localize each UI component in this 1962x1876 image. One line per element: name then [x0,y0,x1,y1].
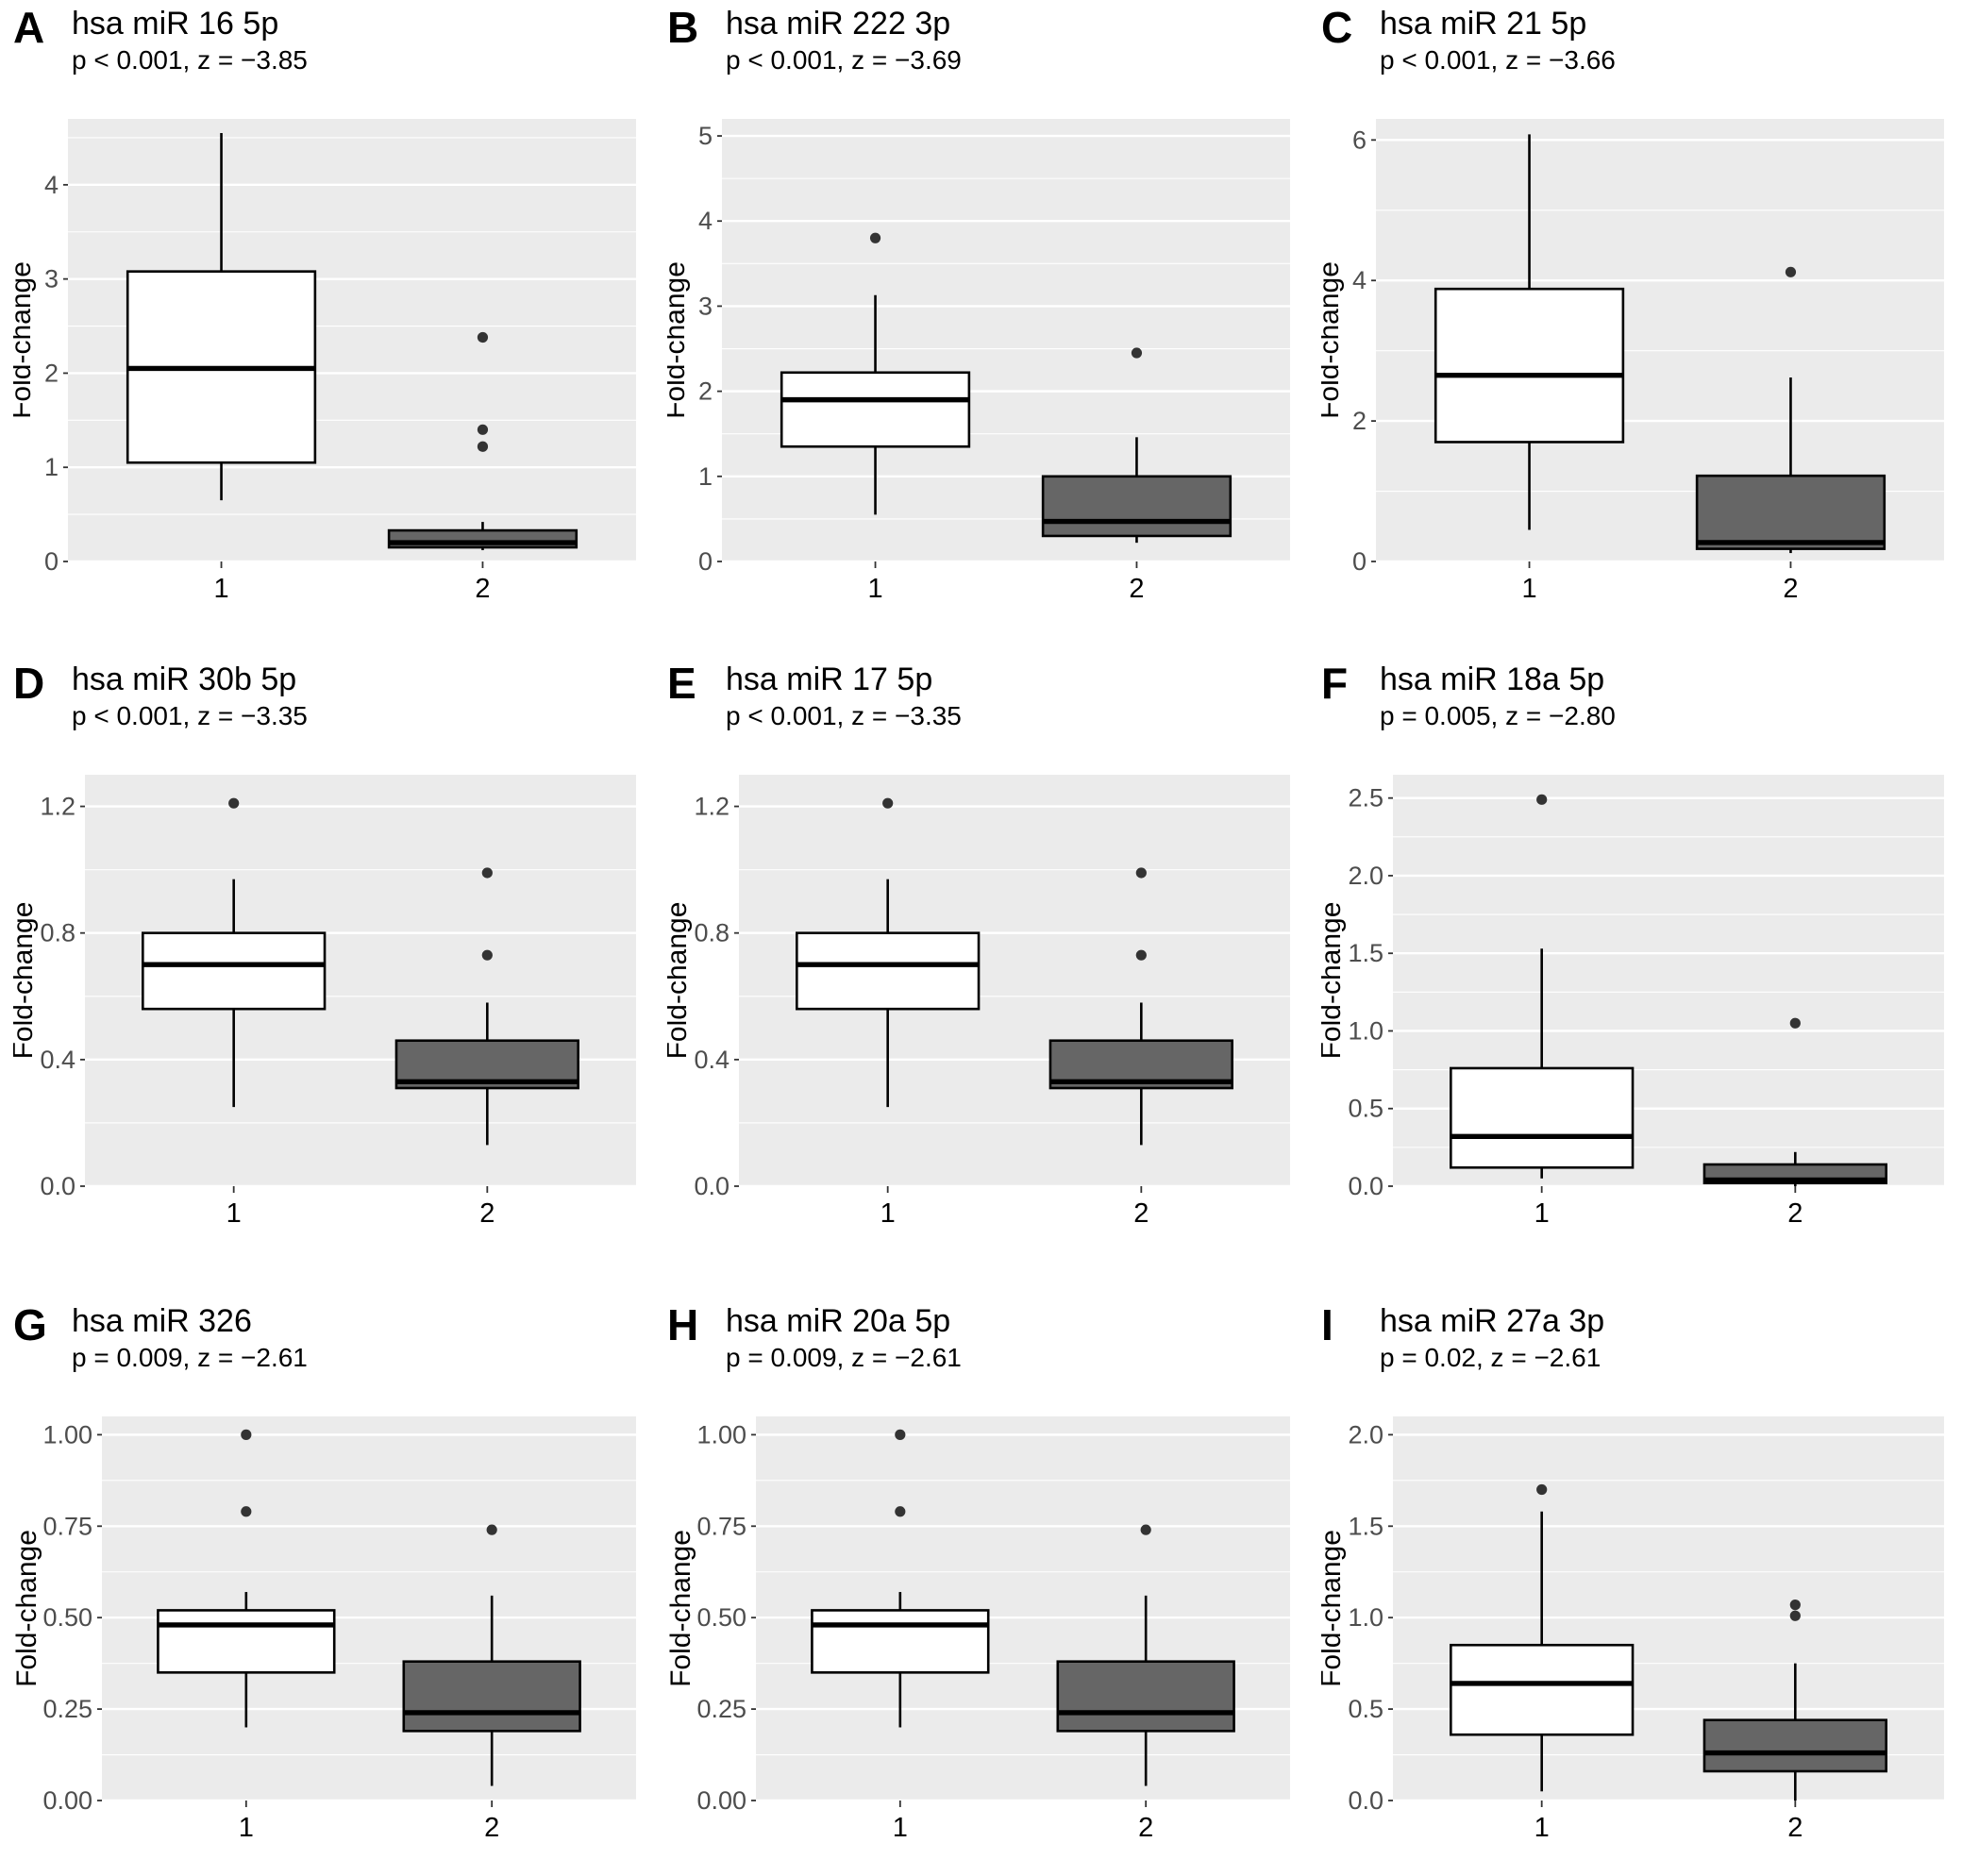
svg-text:2: 2 [475,574,490,604]
svg-text:3: 3 [698,292,713,320]
svg-text:2: 2 [1787,1813,1803,1843]
svg-text:0.50: 0.50 [42,1603,92,1632]
svg-text:0.0: 0.0 [1348,1786,1383,1815]
svg-text:1: 1 [44,453,59,481]
svg-text:1.00: 1.00 [42,1420,92,1449]
svg-text:2.0: 2.0 [1348,1420,1383,1449]
svg-text:4: 4 [1352,266,1367,294]
svg-text:1.5: 1.5 [1348,1512,1383,1540]
svg-text:0.25: 0.25 [42,1695,92,1723]
svg-text:4: 4 [698,207,713,235]
svg-text:0.0: 0.0 [40,1172,75,1200]
svg-text:3: 3 [44,265,59,293]
svg-text:1: 1 [893,1813,908,1843]
svg-text:2: 2 [1783,574,1798,604]
svg-text:0.4: 0.4 [694,1046,729,1074]
svg-text:0.25: 0.25 [696,1695,746,1723]
svg-text:2: 2 [479,1198,495,1229]
svg-text:1: 1 [213,574,228,604]
svg-text:1: 1 [226,1198,242,1229]
svg-text:0.50: 0.50 [696,1603,746,1632]
svg-text:0: 0 [44,547,59,576]
svg-text:Fold-change: Fold-change [13,261,37,419]
svg-text:0.5: 0.5 [1348,1695,1383,1723]
svg-text:1: 1 [1534,1813,1550,1843]
svg-text:0.8: 0.8 [40,919,75,947]
svg-text:0.00: 0.00 [42,1786,92,1815]
svg-text:2.5: 2.5 [1348,784,1383,812]
svg-text:0.75: 0.75 [696,1512,746,1540]
svg-text:0.5: 0.5 [1348,1095,1383,1123]
svg-text:2: 2 [1352,407,1367,435]
svg-text:0.4: 0.4 [40,1046,75,1074]
svg-text:6: 6 [1352,126,1367,154]
svg-text:0.00: 0.00 [696,1786,746,1815]
svg-text:1: 1 [867,574,882,604]
svg-text:1.0: 1.0 [1348,1016,1383,1045]
svg-text:0.8: 0.8 [694,919,729,947]
svg-text:1.0: 1.0 [1348,1603,1383,1632]
svg-text:0: 0 [1352,547,1367,576]
svg-text:0: 0 [698,547,713,576]
svg-text:2.0: 2.0 [1348,862,1383,890]
svg-text:Fold-change: Fold-change [13,902,39,1060]
svg-text:2: 2 [44,359,59,387]
svg-text:Fold-change: Fold-change [667,1530,696,1687]
svg-text:Fold-change: Fold-change [1321,902,1347,1060]
svg-text:0.75: 0.75 [42,1512,92,1540]
svg-text:2: 2 [1787,1198,1803,1229]
svg-text:1.2: 1.2 [694,793,729,821]
svg-text:1: 1 [880,1198,896,1229]
svg-text:Fold-change: Fold-change [667,261,691,419]
svg-text:5: 5 [698,122,713,150]
svg-text:2: 2 [1133,1198,1149,1229]
svg-text:1.5: 1.5 [1348,939,1383,967]
svg-text:Fold-change: Fold-change [13,1530,42,1687]
svg-text:2: 2 [1129,574,1144,604]
svg-text:Fold-change: Fold-change [1321,261,1345,419]
svg-text:2: 2 [698,377,713,406]
svg-text:1: 1 [1521,574,1536,604]
svg-text:2: 2 [1138,1813,1153,1843]
svg-text:1: 1 [1534,1198,1550,1229]
svg-text:0.0: 0.0 [694,1172,729,1200]
svg-text:1: 1 [239,1813,254,1843]
svg-text:4: 4 [44,171,59,199]
svg-text:Fold-change: Fold-change [1321,1530,1347,1687]
svg-text:1.2: 1.2 [40,793,75,821]
svg-text:0.0: 0.0 [1348,1172,1383,1200]
svg-text:1.00: 1.00 [696,1420,746,1449]
svg-text:1: 1 [698,462,713,491]
svg-text:Fold-change: Fold-change [667,902,693,1060]
svg-text:2: 2 [484,1813,499,1843]
